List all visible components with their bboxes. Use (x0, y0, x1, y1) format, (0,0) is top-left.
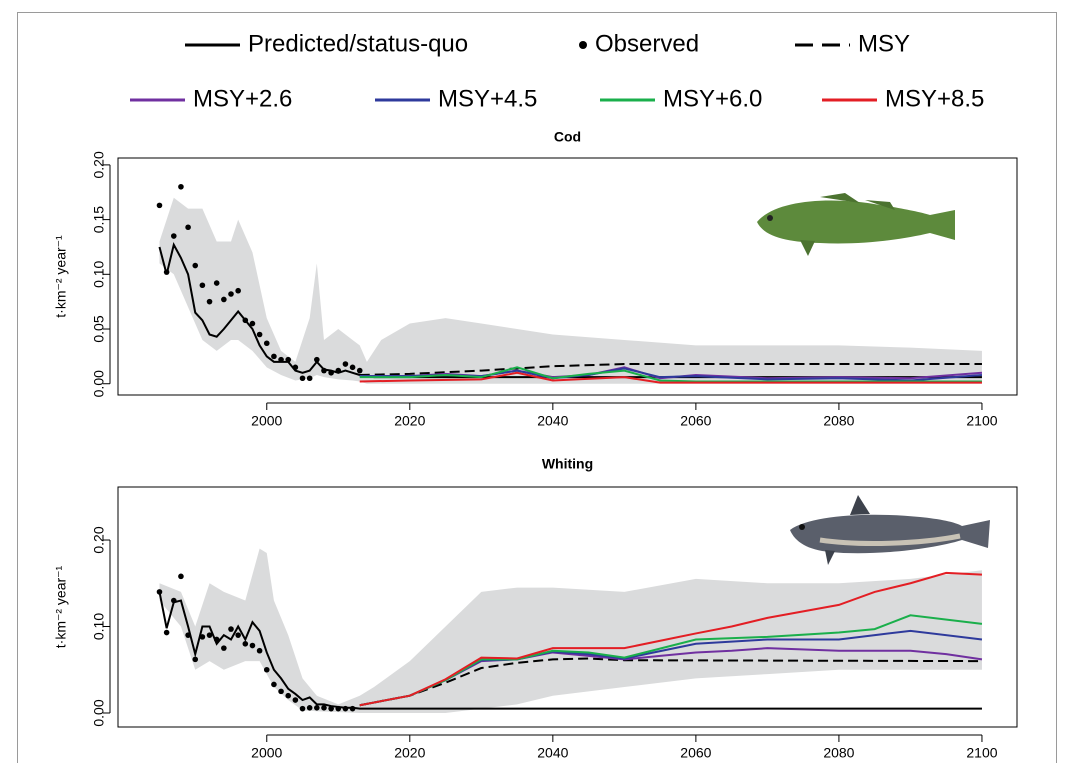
observed-point (271, 682, 277, 688)
y-axis-label: t·km⁻² year⁻¹ (53, 565, 69, 648)
y-tick-label: 0.20 (91, 526, 107, 553)
x-tick-label: 2040 (537, 413, 568, 429)
observed-point (178, 574, 184, 580)
observed-point (335, 368, 341, 374)
observed-point (207, 299, 213, 305)
legend-label: MSY+6.0 (663, 85, 762, 112)
observed-point (171, 598, 177, 604)
x-tick-label: 2100 (966, 745, 997, 761)
observed-point (250, 321, 256, 327)
observed-point (343, 361, 349, 367)
y-tick-label: 0.20 (91, 151, 107, 178)
panel-title: Cod (554, 129, 581, 145)
observed-point (243, 317, 249, 323)
observed-point (235, 632, 241, 638)
observed-point (157, 589, 163, 595)
observed-point (164, 630, 170, 636)
observed-point (314, 357, 320, 363)
observed-point (214, 280, 220, 286)
y-tick-label: 0.00 (91, 370, 107, 397)
x-tick-label: 2040 (537, 745, 568, 761)
observed-point (192, 657, 198, 663)
legend-marker (579, 41, 587, 49)
chart: Predicted/status-quo Observed MSY MSY+2.6 MS… (0, 0, 1074, 763)
observed-point (285, 693, 291, 699)
observed-point (350, 365, 356, 371)
x-tick-label: 2060 (680, 413, 711, 429)
observed-point (307, 375, 313, 381)
observed-point (228, 626, 234, 632)
legend-label: MSY+2.6 (193, 85, 292, 112)
observed-point (228, 291, 234, 297)
observed-point (350, 706, 356, 712)
x-tick-label: 2000 (251, 745, 282, 761)
observed-point (300, 375, 306, 381)
observed-point (343, 706, 349, 712)
y-tick-label: 0.10 (91, 613, 107, 640)
x-tick-label: 2000 (251, 413, 282, 429)
observed-point (264, 340, 270, 346)
observed-point (321, 368, 327, 374)
observed-point (164, 269, 170, 275)
y-axis-label: t·km⁻² year⁻¹ (53, 235, 69, 318)
observed-point (335, 706, 341, 712)
observed-point (221, 297, 227, 303)
x-tick-label: 2060 (680, 745, 711, 761)
observed-point (235, 288, 241, 294)
y-tick-label: 0.05 (91, 315, 107, 342)
x-tick-label: 2080 (823, 745, 854, 761)
x-tick-label: 2020 (394, 413, 425, 429)
observed-point (200, 634, 206, 640)
observed-point (221, 645, 227, 651)
observed-point (171, 233, 177, 239)
observed-point (300, 706, 306, 712)
panel-title: Whiting (542, 456, 593, 472)
observed-point (157, 203, 163, 209)
y-tick-label: 0.00 (91, 699, 107, 726)
observed-point (214, 637, 220, 643)
observed-point (185, 632, 191, 638)
legend-label: Observed (595, 30, 699, 57)
y-tick-label: 0.15 (91, 206, 107, 233)
observed-point (200, 282, 206, 288)
observed-point (278, 689, 284, 695)
observed-point (192, 263, 198, 269)
observed-point (257, 332, 263, 338)
observed-point (257, 648, 263, 654)
observed-point (185, 224, 191, 230)
observed-point (321, 705, 327, 711)
observed-point (314, 705, 320, 711)
legend-label: Predicted/status-quo (248, 30, 468, 57)
x-tick-label: 2080 (823, 413, 854, 429)
legend-label: MSY (858, 30, 910, 57)
x-tick-label: 2100 (966, 413, 997, 429)
observed-point (250, 643, 256, 649)
observed-point (264, 667, 270, 673)
legend-label: MSY+4.5 (438, 85, 537, 112)
observed-point (328, 370, 334, 376)
observed-point (271, 354, 277, 360)
observed-point (207, 632, 213, 638)
observed-point (357, 368, 363, 374)
y-tick-label: 0.10 (91, 260, 107, 287)
observed-point (285, 357, 291, 363)
observed-point (178, 184, 184, 190)
legend-label: MSY+8.5 (885, 85, 984, 112)
observed-point (293, 365, 299, 371)
observed-point (328, 706, 334, 712)
x-tick-label: 2020 (394, 745, 425, 761)
observed-point (278, 357, 284, 363)
observed-point (293, 697, 299, 703)
observed-point (307, 705, 313, 711)
observed-point (243, 641, 249, 647)
